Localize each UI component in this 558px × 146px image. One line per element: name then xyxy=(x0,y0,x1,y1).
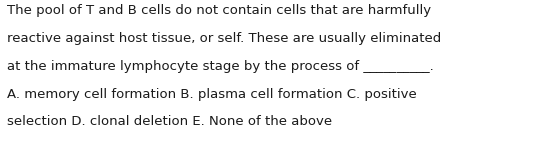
Text: The pool of T and B cells do not contain cells that are harmfully: The pool of T and B cells do not contain… xyxy=(7,4,431,17)
Text: A. memory cell formation B. plasma cell formation C. positive: A. memory cell formation B. plasma cell … xyxy=(7,88,417,101)
Text: at the immature lymphocyte stage by the process of __________.: at the immature lymphocyte stage by the … xyxy=(7,60,434,73)
Text: selection D. clonal deletion E. None of the above: selection D. clonal deletion E. None of … xyxy=(7,115,333,128)
Text: reactive against host tissue, or self. These are usually eliminated: reactive against host tissue, or self. T… xyxy=(7,32,441,45)
